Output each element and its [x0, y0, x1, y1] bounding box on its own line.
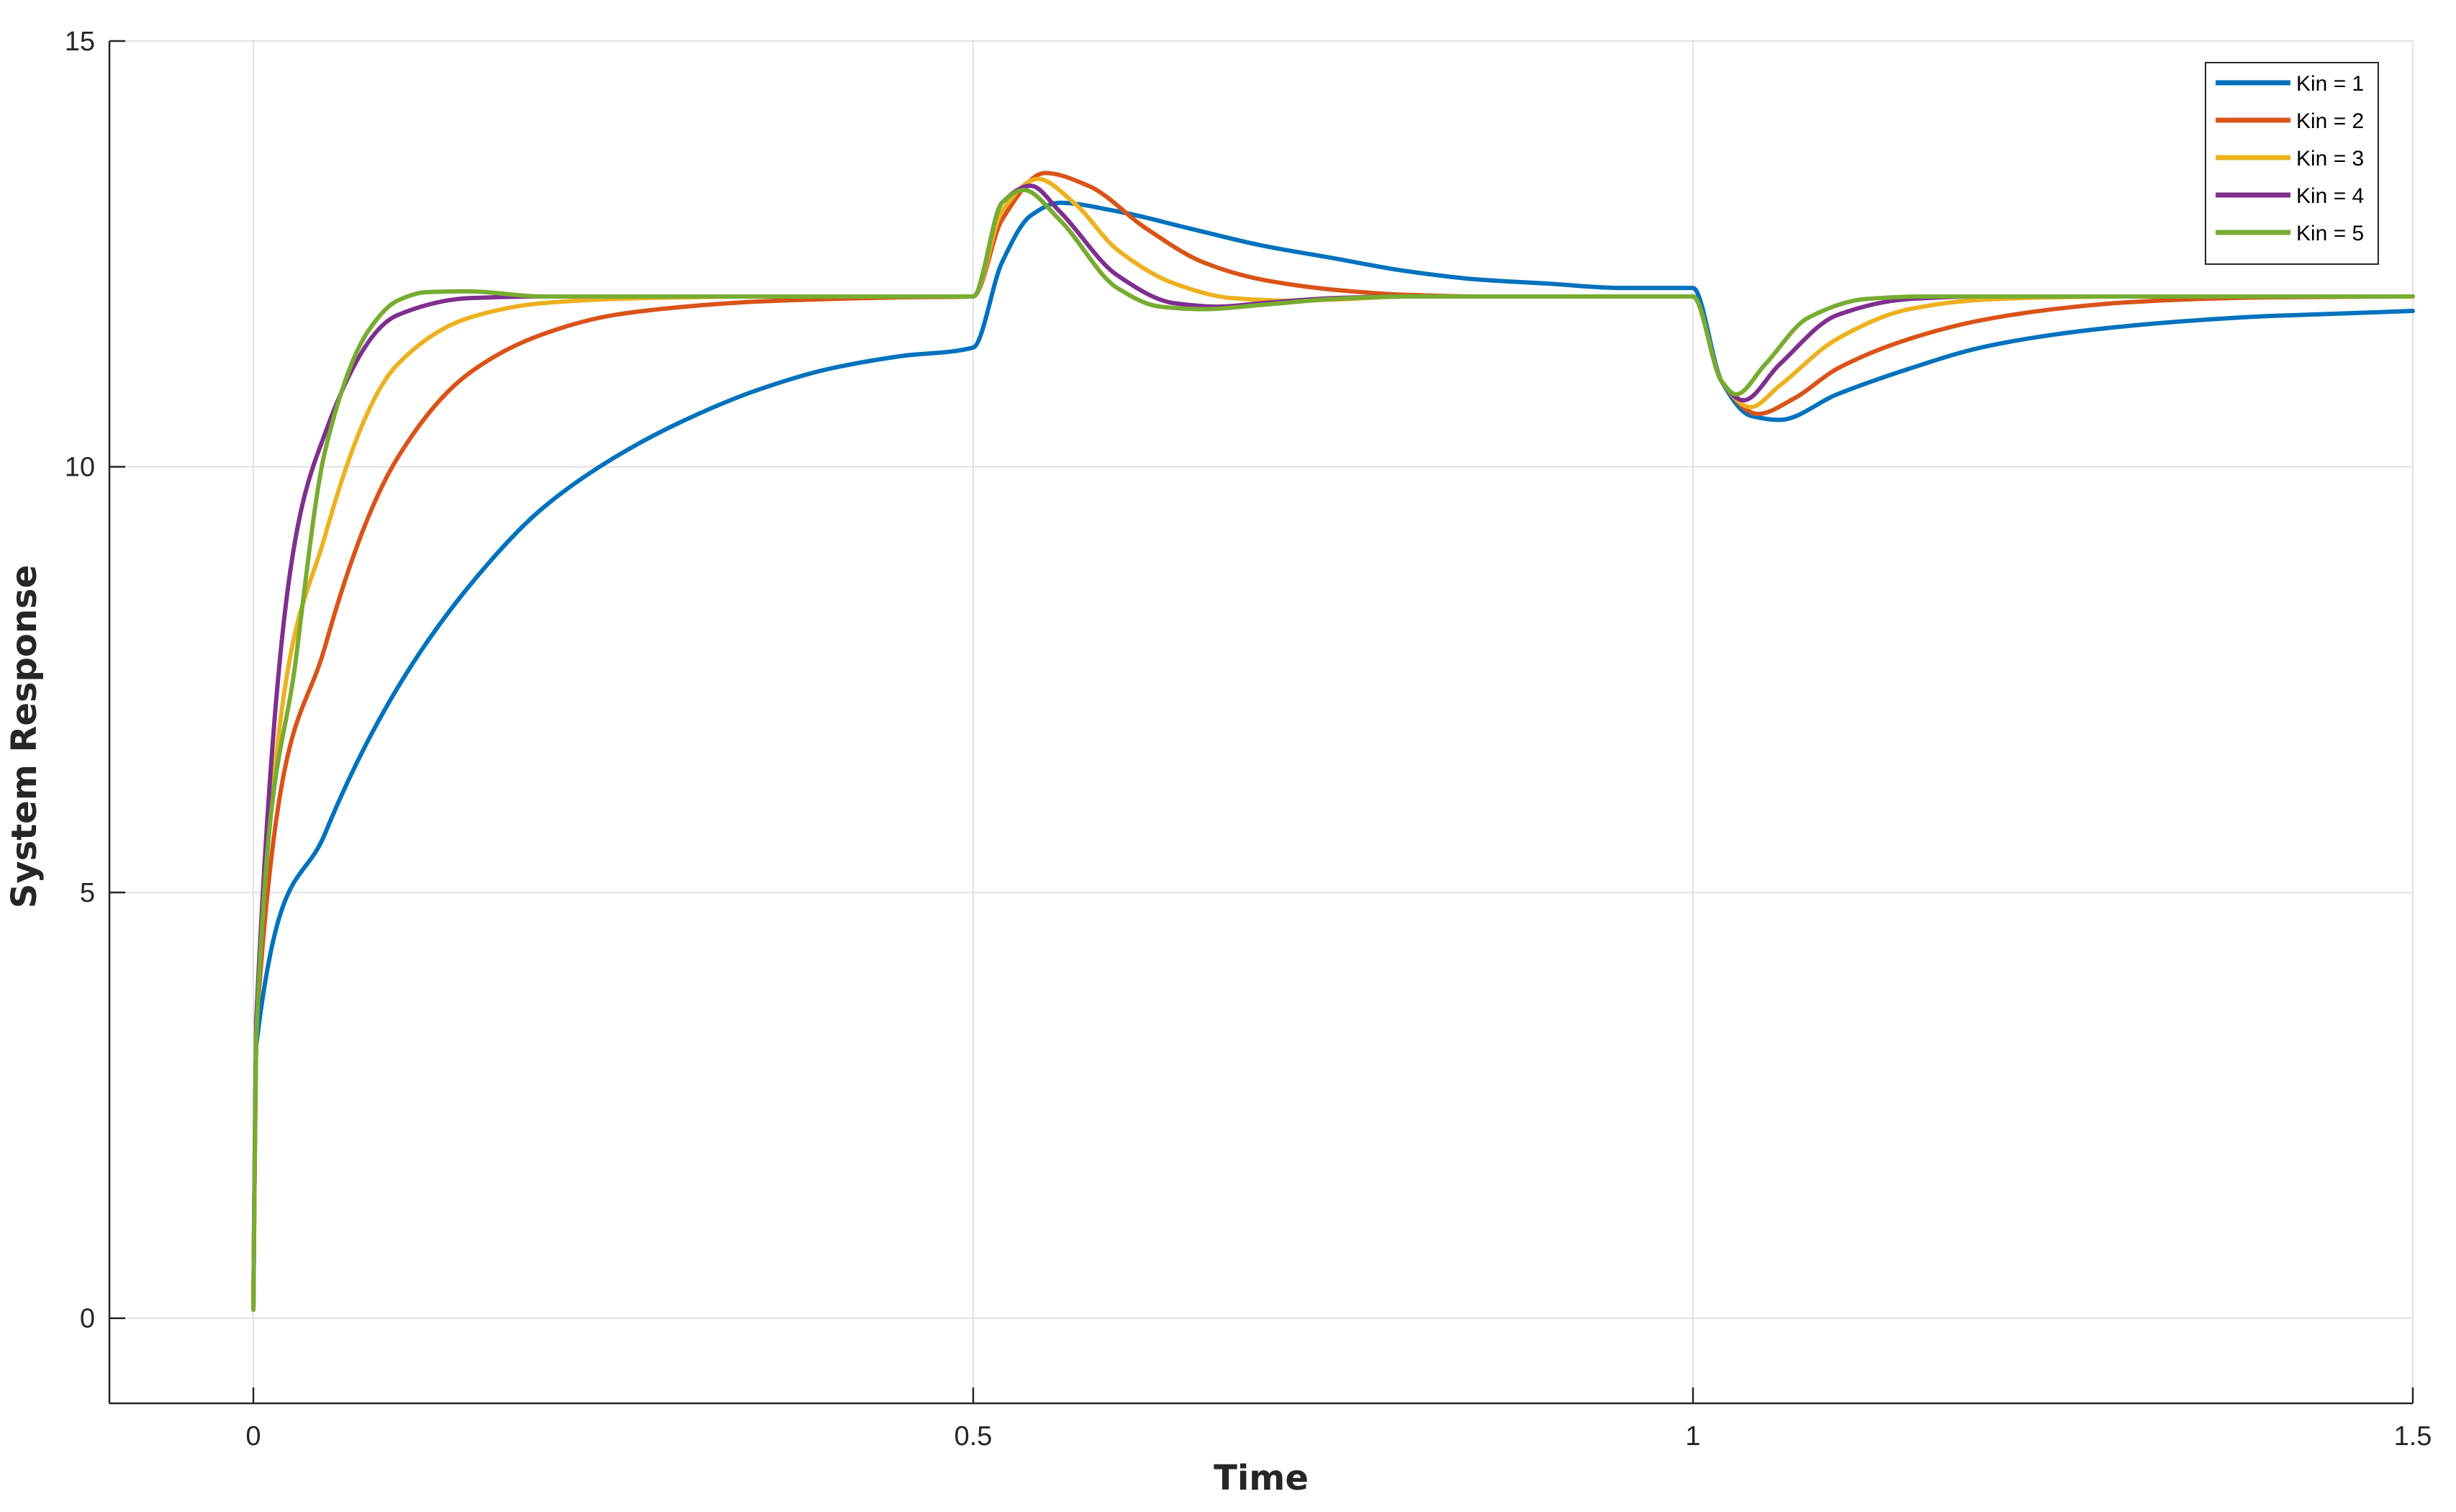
series-lines [251, 171, 2415, 1312]
legend-label: Kin = 3 [2296, 147, 2364, 171]
y-tick-label: 5 [80, 878, 95, 908]
x-tick-label: 1 [1685, 1421, 1700, 1452]
legend-label: Kin = 5 [2296, 222, 2364, 245]
y-axis-label: System Response [4, 565, 45, 908]
legend: Kin = 1 Kin = 2 Kin = 3 Kin = 4 Kin = 5 [2205, 62, 2379, 265]
y-tick-label: 15 [65, 27, 95, 57]
tick-labels: 0 0.5 1 1.5 0 5 10 15 [65, 27, 2432, 1452]
series-line-kin-1 [251, 200, 2415, 1312]
y-tick-label: 0 [80, 1304, 95, 1334]
legend-box [2205, 62, 2379, 265]
legend-label: Kin = 1 [2296, 72, 2364, 96]
series-line-kin-4 [251, 184, 2415, 1312]
legend-label: Kin = 4 [2296, 184, 2364, 208]
x-axis-label: Time [1214, 1458, 1309, 1498]
y-tick-label: 10 [65, 453, 95, 483]
axes [108, 40, 2414, 1405]
legend-label: Kin = 2 [2296, 109, 2364, 133]
x-tick-label: 0 [245, 1421, 261, 1452]
series-line-kin-2 [251, 171, 2415, 1312]
x-tick-label: 0.5 [954, 1421, 993, 1452]
x-tick-label: 1.5 [2394, 1421, 2432, 1452]
series-line-kin-5 [251, 188, 2415, 1312]
grid [109, 40, 2414, 1403]
series-line-kin-3 [251, 176, 2415, 1312]
